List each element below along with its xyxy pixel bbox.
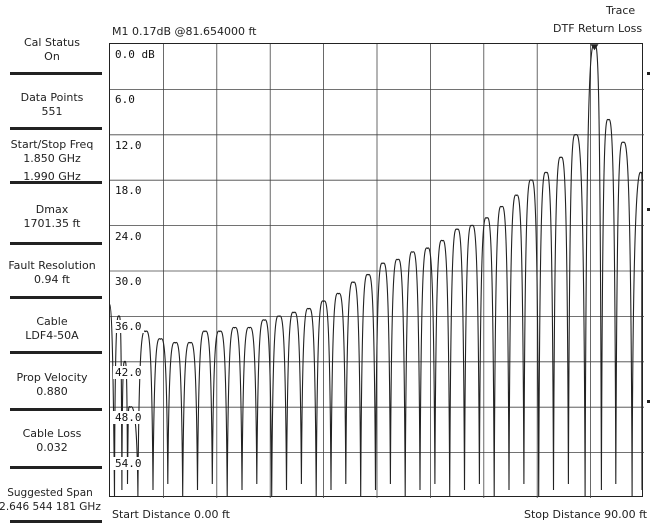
- start-stop-freq-button[interactable]: Start/Stop Freq 1.850 GHz 1.990 GHz: [0, 138, 104, 184]
- cal-status-label: Cal Status: [23, 36, 81, 49]
- marker-readout: M1 0.17dB @81.654000 ft: [112, 25, 257, 38]
- data-points-value: 551: [41, 105, 63, 118]
- right-edge-tick: [647, 72, 650, 75]
- trace-label[interactable]: Trace: [606, 4, 636, 17]
- y-tick-label: 0.0 dB: [113, 48, 157, 61]
- trace-peak-point: [607, 119, 609, 121]
- marker-m1[interactable]: [590, 44, 599, 51]
- separator: [10, 466, 102, 469]
- trace-peak-point: [219, 330, 221, 333]
- y-tick-label: 12.0: [113, 138, 144, 152]
- separator: [10, 72, 102, 75]
- trace-peak-point: [367, 274, 369, 276]
- separator: [10, 408, 102, 411]
- separator: [10, 520, 102, 523]
- suggested-span-label: Suggested Span: [7, 487, 93, 499]
- trace-peak-point: [640, 172, 642, 174]
- dmax-button[interactable]: Dmax 1701.35 ft: [0, 203, 104, 231]
- start-stop-freq-label: Start/Stop Freq: [10, 138, 94, 151]
- cable-loss-value: 0.032: [36, 441, 68, 454]
- prop-velocity-label: Prop Velocity: [16, 371, 88, 384]
- cable-label: Cable: [36, 315, 68, 328]
- trace-peak-point: [174, 342, 176, 344]
- cable-button[interactable]: Cable LDF4-50A: [0, 315, 104, 343]
- fault-resolution-value: 0.94 ft: [34, 273, 70, 286]
- trace-peak-point: [263, 319, 265, 321]
- y-tick-label: 30.0: [113, 275, 144, 288]
- trace-peak-point: [129, 406, 131, 408]
- stop-distance: Stop Distance 90.00 ft: [524, 508, 648, 521]
- dmax-value: 1701.35 ft: [23, 217, 81, 230]
- trace-peak-point: [308, 308, 310, 310]
- suggested-span-value: 2.646 544 181 GHz: [0, 501, 101, 513]
- cable-value: LDF4-50A: [25, 329, 79, 342]
- trace-peak-point: [110, 304, 111, 306]
- trace-peak-point: [248, 327, 251, 329]
- trace-peak-point: [397, 259, 399, 261]
- trace-peak-point: [145, 330, 147, 333]
- y-tick-label: 6.0: [113, 93, 137, 107]
- trace-peak-point: [486, 217, 488, 219]
- cable-loss-label: Cable Loss: [22, 427, 82, 440]
- trace-peak-point: [323, 300, 325, 302]
- cal-status-value: On: [44, 50, 60, 63]
- trace-peak-point: [622, 141, 624, 143]
- plot-area[interactable]: 0.0 dB 6.0 12.0 18.0 24.0 30.0 36.0 42.0 48.0 54.…: [109, 43, 644, 498]
- trace-peak-point: [124, 361, 126, 363]
- return-loss-trace: [110, 44, 643, 497]
- y-tick-label: 54.0: [113, 456, 144, 470]
- suggested-span-button[interactable]: Suggested Span 2.646 544 181 GHz: [0, 486, 104, 514]
- trace-peak-point: [530, 179, 532, 181]
- trace-peak-point: [278, 315, 280, 317]
- trace-peak-point: [501, 206, 503, 208]
- trace-peak-point: [575, 134, 577, 136]
- start-freq-value: 1.850 GHz: [23, 152, 81, 165]
- y-tick-label: 36.0: [113, 320, 144, 334]
- y-tick-label: 18.0: [113, 184, 144, 198]
- dtf-chart: [110, 44, 644, 498]
- stop-freq-value: 1.990 GHz: [23, 170, 81, 183]
- data-points-label: Data Points: [20, 91, 84, 104]
- trace-peak-point: [159, 338, 162, 340]
- prop-velocity-value: 0.880: [36, 385, 68, 398]
- trace-peak-point: [337, 293, 340, 295]
- right-edge-tick: [647, 208, 650, 211]
- prop-velocity-button[interactable]: Prop Velocity 0.880: [0, 371, 104, 399]
- dmax-label: Dmax: [35, 203, 69, 216]
- trace-peak-point: [189, 342, 191, 344]
- start-distance: Start Distance 0.00 ft: [112, 508, 230, 521]
- trace-peak-point: [204, 330, 206, 333]
- trace-peak-point: [118, 315, 120, 317]
- separator: [10, 127, 102, 130]
- parameter-sidebar: Cal Status On Data Points 551 Start/Stop…: [0, 0, 104, 528]
- trace-peak-point: [545, 172, 547, 174]
- trace-peak-point: [515, 194, 518, 196]
- trace-peak-point: [456, 228, 458, 230]
- separator: [10, 242, 102, 245]
- cal-status-button[interactable]: Cal Status On: [0, 36, 104, 64]
- trace-peak-point: [426, 247, 429, 249]
- data-points-button[interactable]: Data Points 551: [0, 91, 104, 119]
- trace-peak-point: [560, 156, 562, 159]
- separator: [10, 351, 102, 354]
- trace-peak-point: [412, 251, 414, 253]
- fault-resolution-label: Fault Resolution: [8, 259, 96, 272]
- trace-peak-point: [234, 327, 236, 329]
- separator: [10, 181, 102, 184]
- trace-peak-point: [471, 225, 473, 227]
- trace-peak-point: [352, 281, 354, 283]
- measurement-mode: DTF Return Loss: [553, 22, 643, 35]
- right-edge-tick: [647, 400, 650, 403]
- cable-loss-button[interactable]: Cable Loss 0.032: [0, 427, 104, 455]
- y-tick-label: 42.0: [113, 365, 144, 379]
- trace-peak-point: [382, 262, 384, 265]
- trace-peak-point: [293, 312, 295, 314]
- y-tick-label: 48.0: [113, 411, 144, 425]
- y-tick-label: 24.0: [113, 229, 144, 243]
- fault-resolution-button[interactable]: Fault Resolution 0.94 ft: [0, 259, 104, 287]
- trace-peak-point: [441, 240, 443, 242]
- separator: [10, 296, 102, 299]
